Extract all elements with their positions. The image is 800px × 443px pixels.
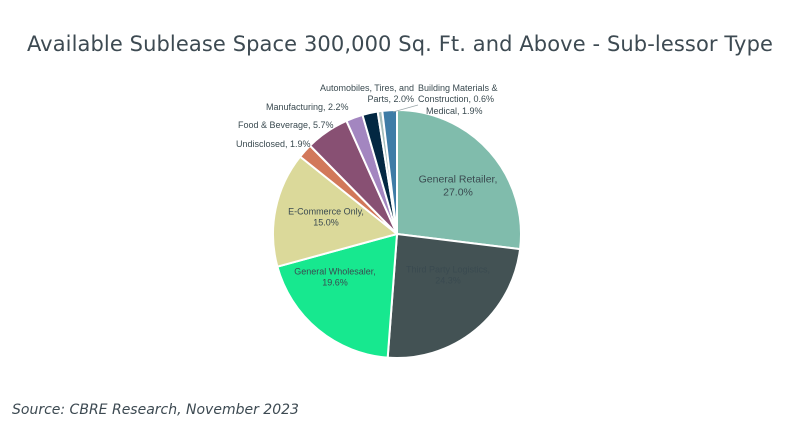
chart-title: Available Sublease Space 300,000 Sq. Ft.…: [26, 32, 774, 56]
slice-label-line: Parts, 2.0%: [367, 94, 414, 104]
leader-line-building-materials-construction: [392, 104, 419, 113]
slice-label-line: Automobiles, Tires, and: [320, 83, 414, 93]
slice-label-food-beverage: Food & Beverage, 5.7%: [238, 120, 334, 130]
slice-label-line: 27.0%: [443, 187, 473, 199]
slice-label-undisclosed: Undisclosed, 1.9%: [236, 139, 311, 149]
slice-label-line: Medical, 1.9%: [426, 106, 483, 116]
pie-slice-general-retailer: [396, 109, 522, 251]
source-note: Source: CBRE Research, November 2023: [12, 402, 299, 418]
slice-label-line: Undisclosed, 1.9%: [236, 139, 311, 149]
pie-slice-medical: [381, 109, 398, 235]
pie-slice-general-wholesaler: [276, 233, 398, 359]
slice-label-general-wholesaler: General Wholesaler, 19.6%: [294, 267, 376, 288]
slice-label-building-materials-construction: Building Materials & Construction, 0.6%: [418, 83, 498, 104]
slice-labels: General Retailer, 27.0% Third Party Logist…: [236, 83, 498, 288]
slice-label-automobiles-tires-and-parts: Automobiles, Tires, and Parts, 2.0%: [320, 83, 414, 104]
slice-label-line: Food & Beverage, 5.7%: [238, 120, 334, 130]
slice-label-line: Building Materials &: [418, 83, 498, 93]
pie-slices: [272, 109, 522, 359]
slice-label-medical: Medical, 1.9%: [426, 106, 483, 116]
slice-label-line: Manufacturing, 2.2%: [266, 102, 349, 112]
slice-label-line: General Wholesaler,: [294, 267, 376, 277]
slice-label-line: E-Commerce Only,: [288, 207, 364, 217]
slice-label-line: General Retailer,: [419, 174, 498, 186]
slice-label-line: 19.6%: [322, 278, 348, 288]
slice-label-line: 15.0%: [313, 218, 339, 228]
slice-label-line: 24.3%: [435, 276, 461, 286]
slice-label-manufacturing: Manufacturing, 2.2%: [266, 102, 349, 112]
slice-label-third-party-logistics: Third Party Logistics, 24.3%: [406, 265, 490, 286]
leader-lines: [392, 104, 419, 113]
pie-slice-e-commerce-only: [272, 155, 398, 268]
slice-label-e-commerce-only: E-Commerce Only, 15.0%: [288, 207, 364, 228]
slice-label-line: Third Party Logistics,: [406, 265, 490, 275]
slice-label-general-retailer: General Retailer, 27.0%: [419, 174, 498, 199]
pie-slice-third-party-logistics: [386, 233, 522, 359]
slice-label-line: Construction, 0.6%: [418, 94, 494, 104]
